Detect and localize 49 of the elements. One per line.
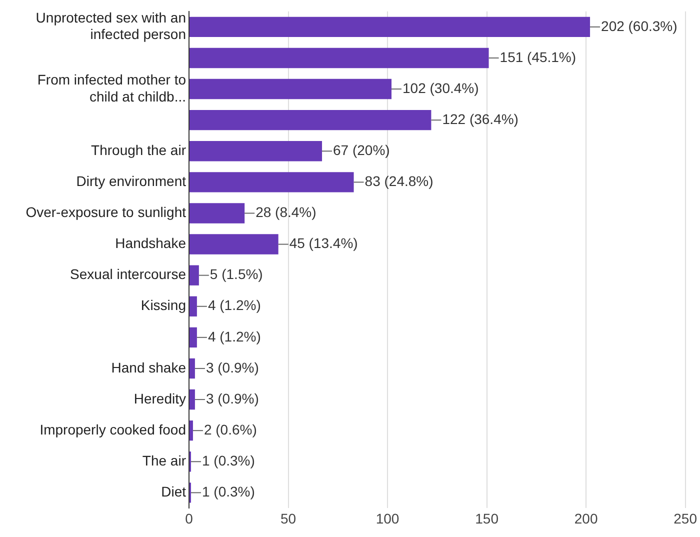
x-tick-label: 50 xyxy=(280,510,296,526)
data-label: 1 (0.3%) xyxy=(202,452,255,468)
x-tick-label: 200 xyxy=(574,510,598,526)
data-label: 28 (8.4%) xyxy=(256,204,316,220)
x-tick-label: 100 xyxy=(376,510,400,526)
data-label: 5 (1.5%) xyxy=(210,266,263,282)
data-label: 2 (0.6%) xyxy=(204,421,257,438)
data-label: 3 (0.9%) xyxy=(206,390,259,406)
data-label: 45 (13.4%) xyxy=(289,235,358,252)
y-tick-label: Diet xyxy=(161,484,186,500)
bar xyxy=(190,141,322,162)
bar xyxy=(190,420,193,441)
x-tick-label: 0 xyxy=(185,510,194,526)
bar xyxy=(190,172,354,192)
bar xyxy=(190,296,197,316)
data-label: 102 (30.4%) xyxy=(402,80,479,96)
bar xyxy=(190,265,199,286)
bar xyxy=(190,110,432,130)
y-tick-label: Hand shake xyxy=(111,359,186,376)
data-label: 1 (0.3%) xyxy=(202,484,255,500)
y-tick-label: The air xyxy=(142,452,186,468)
data-label: 67 (20%) xyxy=(333,142,390,158)
y-tick-label: Heredity xyxy=(134,390,186,406)
y-tick-label: Dirty environment xyxy=(76,173,186,190)
bar xyxy=(190,389,195,410)
bar xyxy=(190,203,245,224)
bar xyxy=(190,327,197,348)
data-label: 83 (24.8%) xyxy=(364,173,434,190)
y-tick-label: Improperly cooked food xyxy=(40,421,186,438)
y-tick-label: From infected mother to child at childb... xyxy=(37,71,186,104)
data-label: 4 (1.2%) xyxy=(208,328,261,344)
data-label: 122 (36.4%) xyxy=(442,110,518,127)
y-tick-label: Unprotected sex with an infected person xyxy=(36,9,186,42)
y-tick-label: Over-exposure to sunlight xyxy=(26,204,186,220)
y-tick-label: Sexual intercourse xyxy=(70,266,186,282)
x-tick-label: 150 xyxy=(475,510,499,526)
data-label: 3 (0.9%) xyxy=(206,359,259,376)
x-tick-label: 250 xyxy=(674,510,698,526)
y-tick-label: Handshake xyxy=(115,235,186,252)
data-label: 4 (1.2%) xyxy=(208,297,261,314)
data-label: 202 (60.3%) xyxy=(601,18,678,34)
bar xyxy=(190,358,195,379)
bar xyxy=(190,234,278,254)
bar xyxy=(190,16,590,38)
data-label: 151 (45.1%) xyxy=(500,48,576,65)
y-tick-label: Kissing xyxy=(140,297,186,314)
bar xyxy=(190,48,489,68)
bar xyxy=(190,78,392,100)
y-tick-label: Through the air xyxy=(91,142,186,158)
